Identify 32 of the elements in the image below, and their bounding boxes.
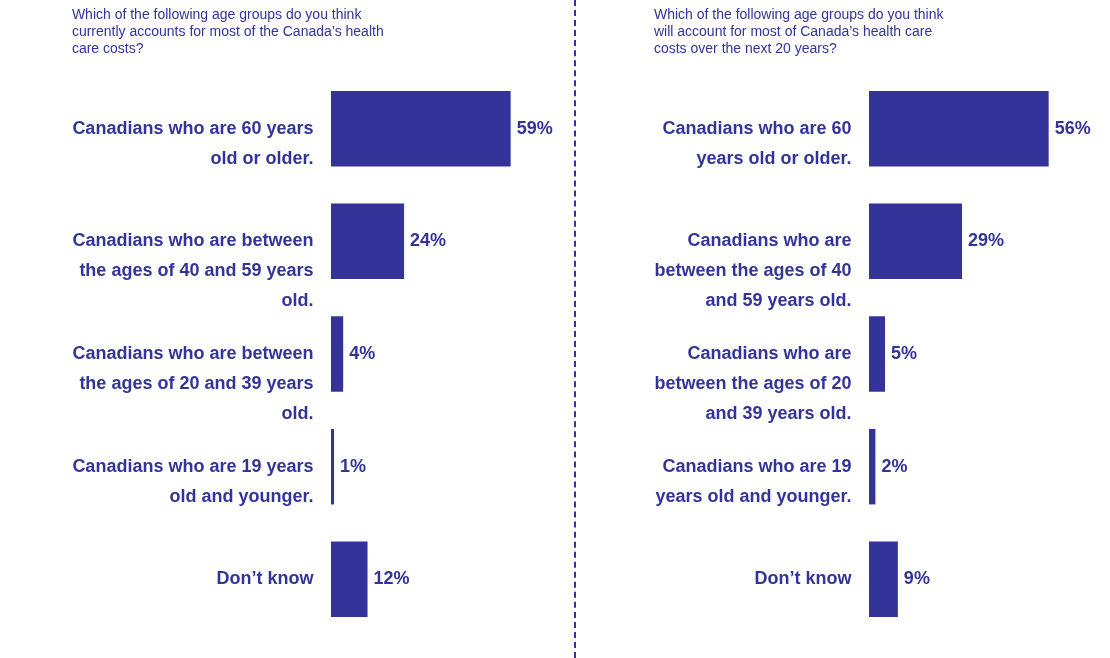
y-tick-label: Don’t know: [216, 568, 315, 589]
data-label: 5%: [891, 343, 918, 363]
data-label: 4%: [349, 343, 376, 363]
data-label: 24%: [410, 230, 447, 251]
data-label: 56%: [1054, 117, 1091, 138]
bar: [869, 541, 898, 618]
data-label: 29%: [968, 230, 1005, 251]
bar: [331, 203, 405, 280]
data-label: 12%: [373, 568, 410, 589]
y-tick-label: Canadians who are between the ages of 20 and 39 years old.: [72, 343, 314, 423]
data-label: 9%: [903, 568, 930, 589]
y-tick-label: Canadians who are between the ages of 40 and 59 years old.: [654, 230, 852, 311]
y-tick-label: Canadians who are between the ages of 20 and 39 years old.: [654, 343, 852, 423]
data-label: 59%: [516, 117, 553, 138]
bar: [331, 316, 344, 392]
chart-title: Which of the following age groups do you think currently accounts for most of the Canada’s health care costs?: [71, 6, 384, 56]
data-label: 1%: [340, 455, 367, 476]
bar: [869, 203, 963, 280]
y-tick-label: Canadians who are 19 years old and younger.: [655, 455, 852, 506]
y-tick-label: Canadians who are 60 years old or older.: [662, 117, 852, 168]
bar: [869, 90, 1049, 167]
y-tick-label: Canadians who are 60 years old or older.: [72, 117, 314, 168]
bar: [331, 428, 335, 505]
data-label: 2%: [881, 455, 908, 476]
bar: [331, 90, 511, 167]
bar: [869, 316, 886, 392]
y-tick-label: Don’t know: [754, 568, 853, 589]
chart-title: Which of the following age groups do you think will account for most of Canada’s health care costs over the next 20 years?: [652, 6, 945, 56]
bar: [869, 428, 876, 505]
y-tick-label: Canadians who are between the ages of 40 and 59 years old.: [72, 230, 314, 311]
y-tick-label: Canadians who are 19 years old and younger.: [72, 455, 314, 506]
bar: [331, 541, 368, 618]
